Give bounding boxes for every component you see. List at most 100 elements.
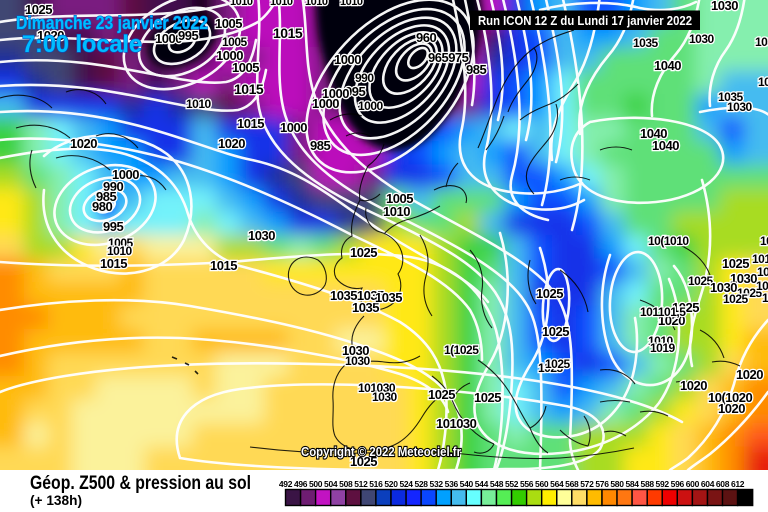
svg-text:1000: 1000: [280, 120, 307, 135]
svg-text:1020: 1020: [658, 313, 685, 328]
svg-text:1025: 1025: [723, 292, 749, 306]
svg-text:1025: 1025: [350, 454, 377, 469]
svg-text:1010: 1010: [186, 97, 212, 111]
svg-text:1025: 1025: [536, 286, 563, 301]
svg-text:1025: 1025: [25, 2, 52, 17]
svg-text:101030: 101030: [436, 416, 477, 431]
svg-text:580: 580: [610, 479, 624, 489]
svg-text:1(1025: 1(1025: [444, 343, 479, 357]
svg-text:1010: 1010: [305, 0, 328, 8]
svg-text:1025: 1025: [672, 300, 699, 315]
svg-text:512: 512: [354, 479, 368, 489]
svg-text:1030: 1030: [345, 354, 371, 368]
svg-text:1035: 1035: [375, 290, 402, 305]
svg-text:1030: 1030: [248, 228, 275, 243]
svg-text:1000: 1000: [358, 99, 384, 113]
svg-text:1025: 1025: [756, 279, 768, 293]
svg-text:572: 572: [580, 479, 594, 489]
svg-text:1000: 1000: [322, 86, 349, 101]
svg-text:568: 568: [565, 479, 579, 489]
svg-text:1015: 1015: [210, 258, 237, 273]
svg-text:1015: 1015: [234, 81, 264, 97]
svg-text:1015: 1015: [752, 252, 768, 266]
svg-text:608: 608: [716, 479, 730, 489]
svg-text:1030: 1030: [710, 280, 737, 295]
svg-text:496: 496: [294, 479, 308, 489]
svg-text:102: 102: [760, 234, 768, 248]
svg-text:Géop. Z500 & pression au sol: Géop. Z500 & pression au sol: [30, 472, 251, 494]
svg-text:1000: 1000: [216, 48, 243, 63]
svg-text:520: 520: [384, 479, 398, 489]
svg-text:596: 596: [671, 479, 685, 489]
svg-text:985: 985: [310, 138, 330, 153]
svg-text:1010: 1010: [648, 334, 674, 348]
svg-text:1010: 1010: [340, 0, 363, 8]
svg-text:1025: 1025: [350, 245, 377, 260]
svg-text:536: 536: [445, 479, 459, 489]
svg-text:10(1020: 10(1020: [708, 390, 752, 405]
svg-text:544: 544: [475, 479, 489, 489]
svg-text:1000: 1000: [112, 167, 139, 182]
svg-text:588: 588: [641, 479, 655, 489]
svg-text:990: 990: [355, 71, 374, 85]
svg-text:528: 528: [414, 479, 428, 489]
svg-text:1025: 1025: [542, 324, 569, 339]
svg-text:1025: 1025: [737, 286, 763, 300]
svg-text:1010: 1010: [383, 204, 410, 219]
svg-text:492: 492: [279, 479, 293, 489]
svg-text:1025: 1025: [722, 256, 749, 271]
svg-text:1035: 1035: [718, 90, 744, 104]
svg-text:1025: 1025: [757, 265, 768, 279]
svg-text:995: 995: [178, 28, 198, 43]
svg-text:1025: 1025: [545, 357, 571, 371]
svg-text:604: 604: [701, 479, 715, 489]
svg-text:1010: 1010: [270, 0, 293, 8]
svg-text:103: 103: [755, 35, 768, 49]
svg-text:1040: 1040: [654, 58, 681, 73]
svg-text:101101,5: 101101,5: [640, 305, 686, 319]
svg-text:980: 980: [92, 199, 112, 214]
svg-text:10(1010: 10(1010: [648, 234, 689, 248]
svg-text:1005: 1005: [215, 16, 242, 31]
svg-text:1005: 1005: [386, 191, 413, 206]
svg-text:1010: 1010: [230, 0, 253, 8]
svg-text:1040: 1040: [652, 138, 679, 153]
svg-text:1010: 1010: [107, 244, 133, 258]
svg-text:1000: 1000: [155, 31, 182, 46]
svg-text:990: 990: [103, 179, 123, 194]
svg-text:500: 500: [309, 479, 323, 489]
svg-text:592: 592: [656, 479, 670, 489]
svg-text:Copyright © 2022 Meteociel.fr: Copyright © 2022 Meteociel.fr: [301, 444, 461, 459]
svg-text:1035: 1035: [633, 36, 659, 50]
svg-text:1030: 1030: [342, 343, 369, 358]
svg-text:985: 985: [466, 62, 486, 77]
svg-text:516: 516: [369, 479, 383, 489]
svg-text:576: 576: [595, 479, 609, 489]
svg-text:Dimanche 23 janvier 2022: Dimanche 23 janvier 2022: [16, 12, 208, 33]
svg-text:556: 556: [520, 479, 534, 489]
svg-text:584: 584: [625, 479, 639, 489]
svg-text:552: 552: [505, 479, 519, 489]
svg-text:1019: 1019: [650, 341, 676, 355]
svg-text:1025: 1025: [538, 361, 564, 375]
svg-text:960: 960: [416, 30, 436, 45]
svg-text:548: 548: [490, 479, 504, 489]
svg-text:1000: 1000: [334, 52, 361, 67]
svg-text:985: 985: [96, 189, 116, 204]
svg-text:508: 508: [339, 479, 353, 489]
svg-text:1025: 1025: [428, 387, 455, 402]
svg-text:1020: 1020: [70, 136, 97, 151]
svg-text:1020: 1020: [718, 401, 745, 416]
svg-text:1015: 1015: [100, 256, 127, 271]
svg-text:995: 995: [103, 219, 123, 234]
svg-text:965975: 965975: [428, 50, 469, 65]
svg-text:532: 532: [430, 479, 444, 489]
svg-text:1030: 1030: [372, 390, 398, 404]
svg-text:1030: 1030: [730, 271, 757, 286]
svg-text:1020: 1020: [680, 378, 707, 393]
svg-text:1005: 1005: [232, 60, 259, 75]
svg-text:1015: 1015: [237, 116, 264, 131]
svg-text:560: 560: [535, 479, 549, 489]
svg-text:1020: 1020: [37, 28, 64, 43]
svg-text:1030: 1030: [727, 100, 753, 114]
